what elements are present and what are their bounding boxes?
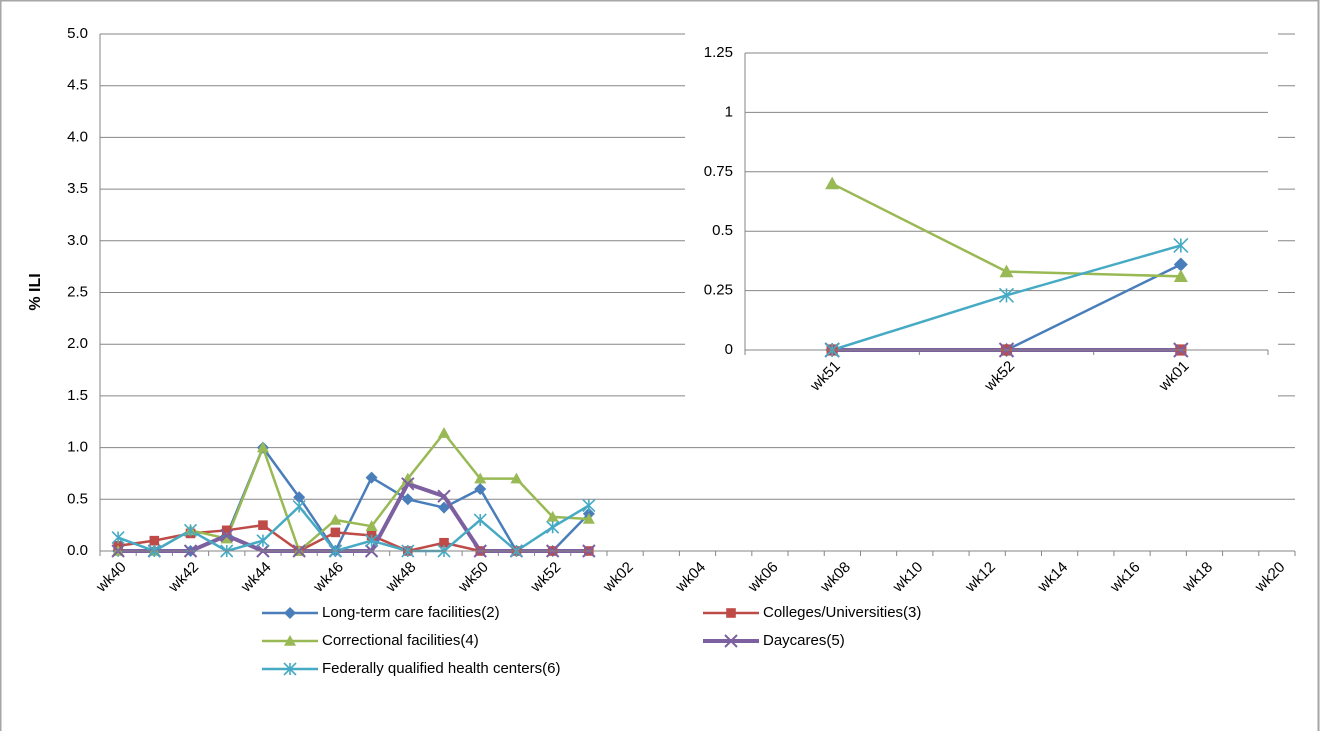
marker	[258, 520, 268, 530]
y-tick-label: 0.5	[67, 490, 88, 507]
legend-label: Daycares(5)	[763, 632, 845, 649]
legend-marker	[726, 608, 736, 618]
marker	[998, 287, 1015, 303]
marker	[365, 471, 378, 484]
marker	[365, 520, 378, 531]
marker	[1173, 237, 1189, 254]
y-tick-label: 5.0	[67, 25, 88, 42]
marker	[438, 427, 451, 438]
legend-marker	[724, 634, 738, 648]
marker	[292, 499, 306, 514]
legend-label: Long-term care facilities(2)	[322, 604, 500, 621]
marker	[1173, 269, 1188, 282]
marker	[437, 489, 451, 503]
marker	[438, 501, 451, 514]
marker	[149, 535, 160, 546]
marker	[825, 176, 840, 190]
y-tick-label: 3.0	[67, 232, 88, 249]
marker	[474, 472, 487, 484]
marker	[401, 493, 414, 506]
marker	[329, 513, 342, 525]
marker	[220, 532, 233, 544]
marker	[183, 523, 198, 537]
marker	[582, 498, 596, 513]
y-axis-label: % ILI	[27, 273, 44, 310]
marker	[330, 527, 341, 538]
y-tick-label: 1.0	[67, 439, 88, 456]
legend-label: Correctional facilities(4)	[322, 632, 479, 649]
y-tick-label: 1.25	[704, 44, 733, 61]
series-line	[118, 431, 589, 554]
y-tick-label: 0.5	[712, 222, 733, 239]
marker	[439, 537, 449, 548]
y-tick-label: 0	[725, 341, 733, 358]
marker	[221, 525, 232, 536]
marker	[1173, 257, 1188, 272]
y-tick-label: 4.0	[67, 128, 88, 145]
y-tick-label: 1.5	[67, 387, 88, 404]
legend-marker	[284, 607, 296, 619]
y-tick-label: 0.25	[704, 282, 733, 299]
y-tick-label: 4.5	[67, 77, 88, 94]
marker	[473, 513, 487, 527]
y-tick-label: 0.0	[67, 542, 88, 559]
y-tick-label: 0.75	[704, 163, 733, 180]
y-tick-label: 2.0	[67, 335, 88, 352]
marker	[546, 520, 560, 534]
marker	[293, 491, 306, 504]
y-tick-label: 2.5	[67, 283, 88, 300]
legend-label: Federally qualified health centers(6)	[322, 660, 560, 677]
marker	[365, 534, 379, 548]
legend-label: Colleges/Universities(3)	[763, 604, 921, 621]
legend-marker	[283, 662, 297, 676]
y-tick-label: 3.5	[67, 180, 88, 197]
marker	[256, 441, 269, 453]
marker	[546, 510, 559, 522]
marker	[582, 512, 595, 524]
marker	[510, 472, 523, 484]
marker	[256, 534, 270, 548]
marker	[999, 264, 1014, 278]
marker	[111, 530, 125, 545]
y-tick-label: 1	[725, 103, 733, 120]
legend-marker	[284, 635, 296, 646]
marker	[401, 477, 415, 491]
marker	[220, 528, 234, 543]
marker	[474, 482, 487, 495]
